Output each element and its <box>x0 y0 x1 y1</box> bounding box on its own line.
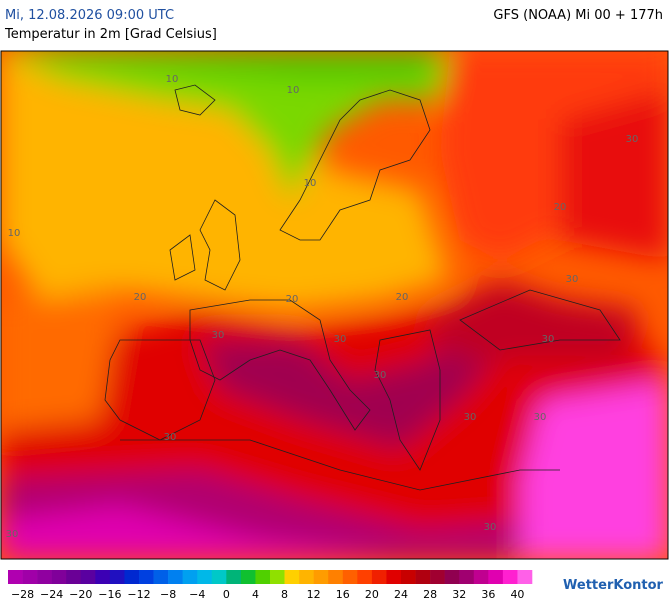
legend-label: 20 <box>365 588 379 600</box>
legend-swatch <box>95 570 111 584</box>
legend-label: −12 <box>127 588 150 600</box>
legend-swatch <box>342 570 358 584</box>
legend-swatch <box>66 570 82 584</box>
legend-swatch <box>168 570 183 584</box>
color-legend: −28 −24 −20 −16 −12 −8 −4 0 4 8 12 16 20 24 28 32 36 40 <box>8 570 533 601</box>
contour-label: 30 <box>212 330 225 341</box>
legend-swatch <box>313 570 329 584</box>
legend-swatch <box>415 570 431 584</box>
legend-swatch <box>197 570 213 584</box>
map-frame <box>0 50 669 560</box>
contour-label: 30 <box>626 134 639 145</box>
contour-label: 20 <box>286 294 299 305</box>
legend-label: −28 <box>11 588 34 600</box>
legend-swatch <box>328 570 344 584</box>
legend-swatch <box>37 570 52 584</box>
legend-swatch <box>22 570 38 584</box>
legend-label: 8 <box>281 588 288 600</box>
legend-swatch <box>517 570 533 584</box>
legend-swatch <box>401 570 416 584</box>
coastlines <box>104 84 621 491</box>
contour-label: 30 <box>374 370 387 381</box>
contour-label: 20 <box>134 292 147 303</box>
legend-swatch <box>109 570 125 584</box>
legend-label: −24 <box>40 588 63 600</box>
legend-swatch <box>255 570 271 584</box>
legend-label: 24 <box>394 588 408 600</box>
legend-swatch <box>444 570 460 584</box>
legend-label: −8 <box>160 588 176 600</box>
contour-label: 20 <box>396 292 409 303</box>
logo: WetterKontor <box>563 578 664 593</box>
legend-label: 40 <box>510 588 524 600</box>
subtitle: Temperatur in 2m [Grad Celsius] <box>4 27 217 42</box>
legend-swatch <box>124 570 140 584</box>
legend-label: −20 <box>69 588 92 600</box>
legend-swatch <box>80 570 96 584</box>
legend-swatch <box>284 570 300 584</box>
legend-swatch <box>357 570 373 584</box>
legend-swatch <box>226 570 242 584</box>
legend-swatch <box>51 570 67 584</box>
legend-label: 4 <box>252 588 259 600</box>
legend-label: 28 <box>423 588 437 600</box>
contour-label: 30 <box>484 522 497 533</box>
contour-label: 30 <box>164 432 177 443</box>
legend-swatch <box>139 570 154 584</box>
contour-label: 10 <box>287 85 300 96</box>
model-info: GFS (NOAA) Mi 00 + 177h <box>493 8 663 23</box>
contour-label: 10 <box>166 74 179 85</box>
legend-label: −16 <box>98 588 121 600</box>
legend-label: 16 <box>336 588 350 600</box>
contour-label: 30 <box>464 412 477 423</box>
legend-swatch <box>270 570 285 584</box>
legend-swatch <box>371 570 387 584</box>
legend-swatch <box>473 570 489 584</box>
legend-swatch <box>488 570 504 584</box>
legend-swatch <box>240 570 256 584</box>
contour-label: 30 <box>542 334 555 345</box>
contour-label: 30 <box>534 412 547 423</box>
contour-label: 30 <box>6 529 19 540</box>
contour-label: 10 <box>304 178 317 189</box>
legend-swatch <box>386 570 402 584</box>
temperature-field: 10 10 10 10 20 20 20 20 30 30 30 30 30 30 30 30 30 30 30 <box>1 51 668 559</box>
legend-label: 12 <box>307 588 321 600</box>
legend-label: 36 <box>481 588 495 600</box>
datetime: Mi, 12.08.2026 09:00 UTC <box>5 8 174 23</box>
legend-swatch <box>459 570 475 584</box>
contour-label: 10 <box>8 228 21 239</box>
legend-swatch <box>8 570 23 584</box>
legend-swatch <box>211 570 227 584</box>
legend-label: 32 <box>452 588 466 600</box>
legend-swatch <box>153 570 169 584</box>
contour-label: 20 <box>554 202 567 213</box>
contour-label: 30 <box>334 334 347 345</box>
legend-label: −4 <box>189 588 205 600</box>
legend-swatch <box>299 570 314 584</box>
legend-swatch <box>430 570 445 584</box>
legend-swatch <box>502 570 518 584</box>
legend-swatch <box>182 570 198 584</box>
contour-label: 30 <box>566 274 579 285</box>
legend-label: 0 <box>223 588 230 600</box>
